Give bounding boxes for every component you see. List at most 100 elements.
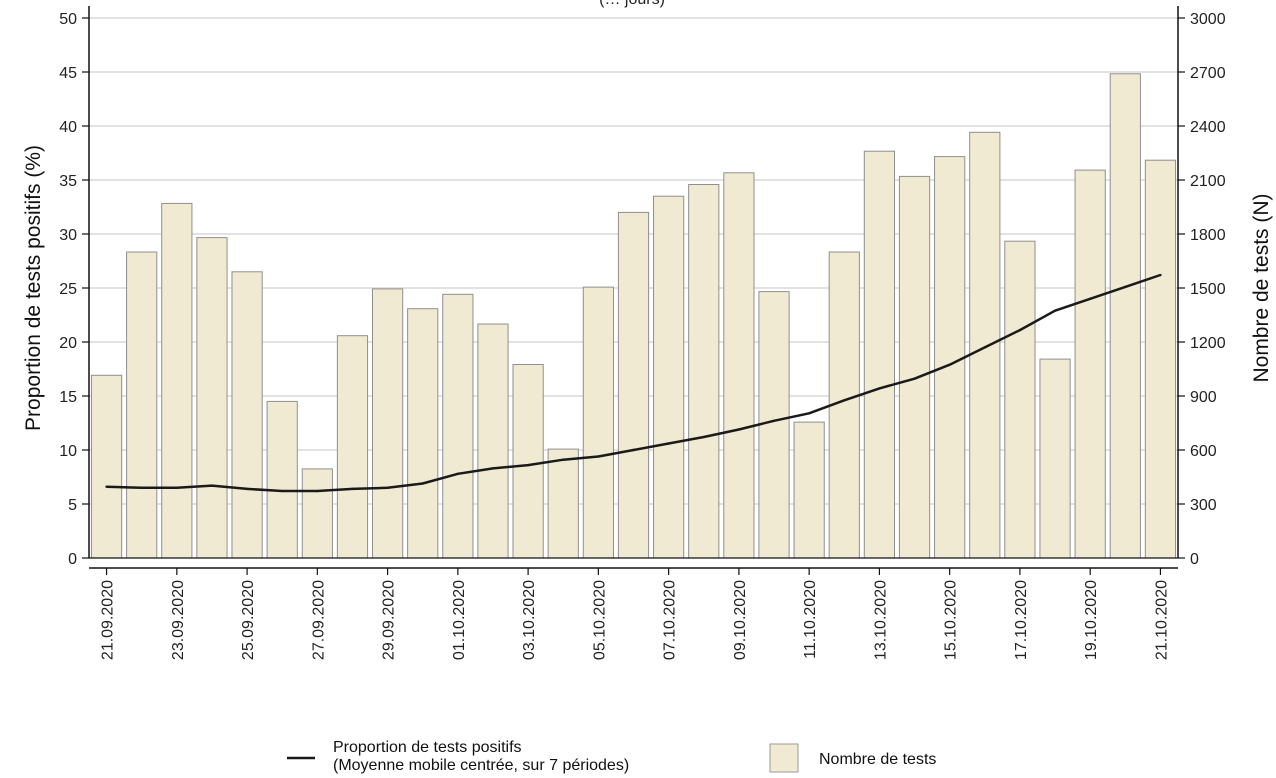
x-tick-label-12: 15.10.2020: [943, 580, 960, 660]
bar-1: [126, 251, 158, 559]
x-tick-label-3: 27.09.2020: [310, 580, 327, 660]
legend-line-sublabel: (Moyenne mobile centrée, sur 7 périodes): [333, 757, 629, 774]
bar-15: [617, 211, 650, 559]
bar-23: [898, 175, 931, 559]
line-series: [105, 273, 1162, 493]
line-point-24: [948, 363, 951, 366]
bar-16: [653, 195, 685, 559]
bar-24: [934, 156, 966, 559]
right-tick-label-9: 2700: [1190, 65, 1226, 82]
x-tick-label-8: 07.10.2020: [662, 580, 679, 660]
bar-30: [1144, 159, 1177, 559]
bar-18: [723, 172, 755, 559]
line-point-6: [316, 489, 319, 493]
x-tick-label-15: 21.10.2020: [1153, 580, 1170, 660]
bar-7: [336, 335, 369, 559]
bar-21: [828, 251, 860, 559]
bar-6: [301, 468, 333, 559]
legend-bar-label: Nombre de tests: [819, 751, 936, 768]
chart-title: (… jours): [599, 0, 665, 8]
line-point-22: [878, 387, 881, 390]
bars: [90, 73, 1177, 559]
left-tick-label-4: 20: [59, 335, 77, 352]
x-tick-label-9: 09.10.2020: [732, 580, 749, 660]
left-tick-label-6: 30: [59, 227, 77, 244]
bar-0: [90, 374, 123, 559]
bar-8: [371, 288, 404, 559]
right-tick-label-5: 1500: [1190, 281, 1226, 298]
right-tick-label-3: 900: [1190, 389, 1217, 406]
left-tick-label-2: 10: [59, 443, 77, 460]
x-tick-label-6: 03.10.2020: [521, 580, 538, 660]
line-point-29: [1124, 285, 1127, 289]
bar-27: [1039, 358, 1071, 559]
line-point-1: [140, 486, 143, 489]
line-point-28: [1088, 297, 1092, 300]
left-tick-label-10: 50: [59, 11, 77, 28]
bar-13: [547, 448, 579, 559]
left-tick-label-3: 15: [59, 389, 77, 406]
right-tick-label-0: 0: [1190, 551, 1199, 568]
left-tick-label-9: 45: [59, 65, 77, 82]
bar-5: [266, 400, 298, 559]
right-tick-label-10: 3000: [1190, 11, 1226, 28]
line-point-21: [843, 399, 846, 402]
line-point-5: [281, 489, 284, 493]
bar-12: [512, 364, 544, 559]
right-axis-ticks: 0 300 600 900 1200 1500 1800 2100 2400 2700 3000: [1178, 11, 1226, 568]
right-tick-label-4: 1200: [1190, 335, 1226, 352]
line-point-12: [526, 463, 530, 467]
line-point-3: [210, 484, 214, 487]
left-tick-label-0: 0: [68, 551, 77, 568]
x-tick-label-4: 29.09.2020: [381, 580, 398, 660]
bar-3: [196, 237, 228, 559]
legend: Proportion de tests positifs (Moyenne mo…: [287, 739, 936, 774]
bar-14: [582, 286, 614, 559]
line-point-19: [772, 419, 776, 423]
left-tick-label-1: 5: [68, 497, 77, 514]
left-axis-title: Proportion de tests positifs (%): [22, 145, 45, 431]
line-point-2: [175, 486, 179, 489]
bar-10: [442, 293, 474, 559]
line-point-10: [456, 472, 460, 475]
left-tick-label-5: 25: [59, 281, 77, 298]
line-point-14: [597, 455, 600, 458]
line-point-27: [1053, 309, 1057, 312]
line-point-30: [1159, 273, 1162, 277]
line-point-15: [632, 448, 635, 452]
right-tick-label-8: 2400: [1190, 119, 1226, 136]
right-tick-label-2: 600: [1190, 443, 1217, 460]
line-point-7: [351, 487, 354, 491]
line-point-17: [702, 435, 705, 439]
chart-title-group: (… jours): [599, 0, 665, 8]
x-tick-label-0: 21.09.2020: [100, 580, 117, 660]
x-tick-label-13: 17.10.2020: [1013, 580, 1030, 660]
x-tick-label-7: 05.10.2020: [591, 580, 608, 660]
right-tick-label-6: 1800: [1190, 227, 1226, 244]
left-tick-label-7: 35: [59, 173, 77, 190]
bar-2: [161, 202, 193, 559]
line-point-18: [737, 428, 741, 431]
line-point-9: [421, 482, 424, 485]
line-point-8: [386, 486, 389, 489]
right-tick-label-7: 2100: [1190, 173, 1226, 190]
bar-26: [1004, 240, 1036, 559]
line-point-0: [105, 485, 108, 488]
axes: [88, 6, 1179, 569]
line-point-20: [807, 412, 811, 415]
bar-19: [758, 291, 790, 559]
line-point-4: [245, 487, 249, 491]
bar-25: [969, 131, 1001, 559]
bar-29: [1109, 73, 1141, 559]
x-tick-label-2: 25.09.2020: [240, 580, 257, 660]
line-point-25: [983, 346, 986, 349]
bar-11: [477, 323, 509, 559]
bar-17: [688, 184, 720, 559]
x-tick-label-10: 11.10.2020: [802, 580, 819, 659]
left-tick-label-8: 40: [59, 119, 77, 136]
x-axis-ticks: 21.09.2020 23.09.2020 25.09.2020 27.09.2020…: [100, 568, 1170, 660]
bar-4: [231, 271, 263, 559]
right-axis-title: Nombre de tests (N): [1250, 193, 1273, 382]
line-point-23: [913, 377, 916, 380]
legend-bar-swatch: [769, 743, 799, 773]
